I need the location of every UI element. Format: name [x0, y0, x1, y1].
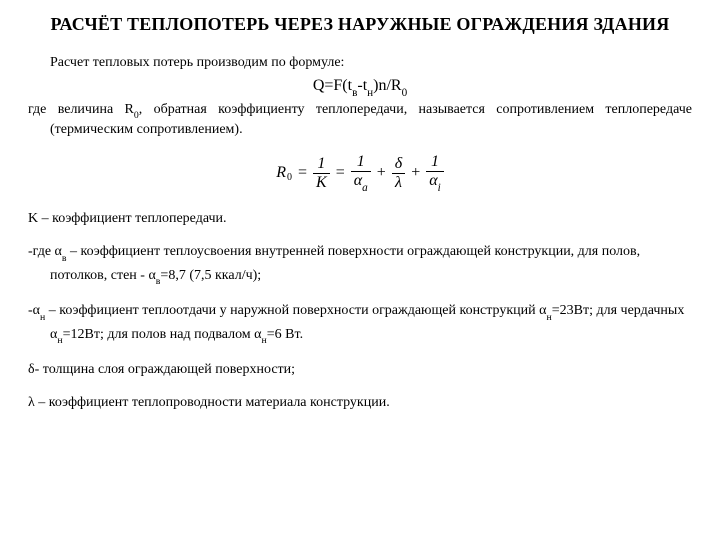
alpha-n-s3: н — [57, 335, 62, 346]
eq-r0: R0 — [276, 164, 292, 182]
eq-equals-1: = — [298, 164, 307, 182]
alpha-v-a: -где α — [28, 244, 62, 259]
eq-alpha-isub: i — [438, 182, 441, 194]
where-r0-a: где величина R — [28, 102, 134, 117]
where-r0: где величина R0, обратная коэффициенту т… — [28, 101, 692, 140]
alpha-v-sub1: в — [62, 253, 67, 264]
formula-q-mid: -t — [357, 77, 367, 94]
eq-den-alpha-i: αi — [426, 171, 444, 192]
eq-den-lambda: λ — [392, 173, 405, 191]
alpha-v-line: -где αв – коэффициент теплоусвоения внут… — [28, 241, 692, 288]
eq-plus-1: + — [377, 164, 386, 182]
alpha-n-line: -αн – коэффициент теплоотдачи у наружной… — [28, 300, 692, 347]
alpha-n-s4: н — [262, 335, 267, 346]
lambda-line: λ – коэффициент теплопроводности материа… — [28, 392, 692, 413]
formula-q-sub-v: в — [352, 87, 357, 99]
formula-q: Q=F(tв-tн)n/R0 — [28, 77, 692, 97]
where-r0-sub: 0 — [134, 110, 139, 121]
eq-den-k: K — [313, 173, 330, 191]
eq-num-1c: 1 — [428, 154, 442, 171]
equation: R0 = 1 K = 1 αa + δ λ + 1 — [276, 154, 444, 192]
eq-frac-alpha-a: 1 αa — [351, 154, 371, 192]
alpha-n-d: =12Вт; для полов над подвалом α — [63, 327, 262, 342]
eq-alpha-asub: a — [362, 182, 368, 194]
eq-plus-2: + — [411, 164, 420, 182]
eq-r: R — [276, 164, 286, 182]
eq-alpha-1: α — [354, 172, 362, 189]
page: РАСЧЁТ ТЕПЛОПОТЕРЬ ЧЕРЕЗ НАРУЖНЫЕ ОГРАЖД… — [0, 0, 720, 540]
alpha-n-s1: н — [40, 312, 45, 323]
formula-q-prefix: Q=F(t — [313, 77, 352, 94]
page-title: РАСЧЁТ ТЕПЛОПОТЕРЬ ЧЕРЕЗ НАРУЖНЫЕ ОГРАЖД… — [28, 14, 692, 35]
eq-alpha-2: α — [429, 172, 437, 189]
eq-r-sub: 0 — [287, 172, 292, 183]
formula-q-suffix: )n/R — [373, 77, 401, 94]
delta-line: δ- толщина слоя ограждающей поверхности; — [28, 359, 692, 380]
eq-den-alpha-a: αa — [351, 171, 371, 192]
eq-num-delta: δ — [392, 156, 405, 173]
eq-num-1b: 1 — [354, 154, 368, 171]
intro-text: Расчет тепловых потерь производим по фор… — [28, 55, 692, 71]
eq-equals-2: = — [336, 164, 345, 182]
alpha-v-sub2: в — [156, 276, 161, 287]
formula-q-sub-n: н — [367, 87, 373, 99]
formula-r0: R0 = 1 K = 1 αa + δ λ + 1 — [28, 154, 692, 192]
eq-frac-1k: 1 K — [313, 156, 330, 191]
alpha-n-e: =6 Вт. — [267, 327, 303, 342]
alpha-n-s2: н — [547, 312, 552, 323]
alpha-n-b: – коэффициент теплоотдачи у наружной пов… — [45, 303, 546, 318]
alpha-n-a: -α — [28, 303, 40, 318]
formula-q-sub-0: 0 — [402, 87, 408, 99]
eq-frac-delta-lambda: δ λ — [392, 156, 405, 191]
alpha-v-c: =8,7 (7,5 ккал/ч); — [160, 268, 261, 283]
eq-num-1a: 1 — [314, 156, 328, 173]
k-line: K – коэффициент теплопередачи. — [28, 208, 692, 229]
alpha-v-b: – коэффициент теплоусвоения внутренней п… — [50, 244, 640, 282]
where-r0-b: , обратная коэффициенту теплопередачи, н… — [50, 102, 692, 137]
eq-frac-alpha-i: 1 αi — [426, 154, 444, 192]
